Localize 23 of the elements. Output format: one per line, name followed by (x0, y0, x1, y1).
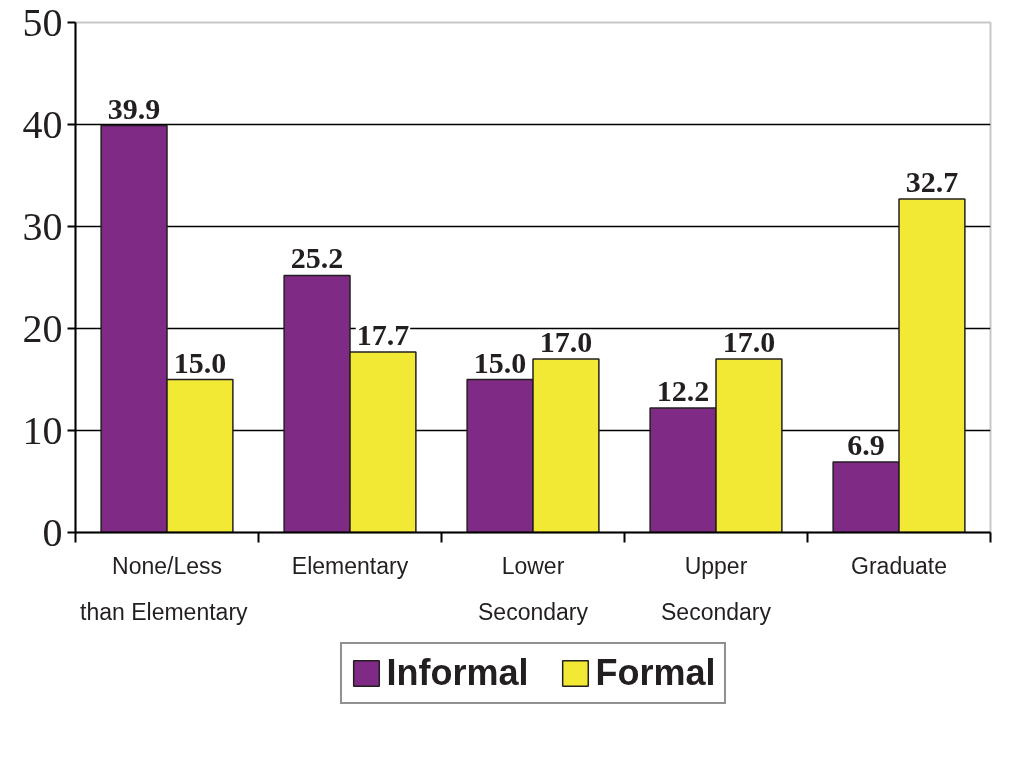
data-label: 12.2 (656, 374, 710, 408)
y-tick-label: 0 (42, 509, 63, 555)
x-tick-label: None/Less than Elementary (80, 552, 249, 626)
x-tick-label: Lower Secondary (478, 552, 589, 626)
x-tick-label: Upper Secondary (661, 552, 772, 626)
data-label: 25.2 (290, 241, 344, 275)
y-tick-label: 10 (22, 407, 63, 453)
y-tick-label: 20 (22, 305, 63, 351)
legend-label: Informal (386, 652, 529, 694)
legend-label: Formal (595, 652, 716, 694)
data-label: 15.0 (173, 345, 227, 379)
data-label: 15.0 (473, 345, 527, 379)
data-label: 6.9 (847, 428, 885, 462)
data-label: 39.9 (107, 91, 161, 125)
x-tick-label: Graduate (851, 552, 947, 579)
y-tick-label: 40 (22, 101, 63, 147)
data-label: 17.7 (356, 317, 410, 351)
y-tick-label: 30 (22, 203, 63, 249)
x-tick-label: Elementary (291, 552, 409, 579)
y-tick-label: 50 (22, 0, 63, 45)
data-label: 17.0 (722, 325, 776, 359)
data-label: 17.0 (539, 325, 593, 359)
data-label: 32.7 (905, 164, 959, 198)
